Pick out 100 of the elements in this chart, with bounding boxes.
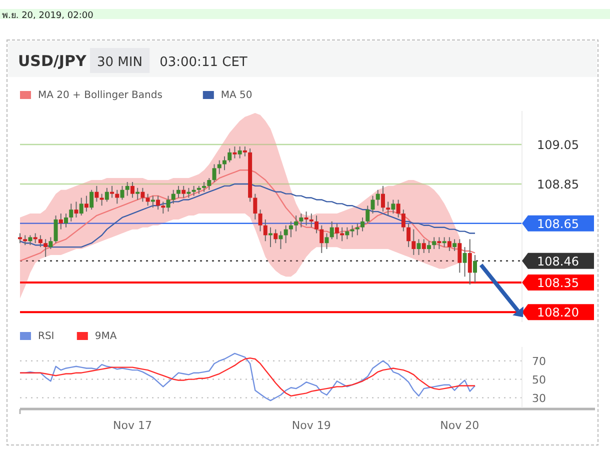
candlestick xyxy=(253,193,258,220)
candlestick xyxy=(242,146,247,157)
candlestick xyxy=(406,222,411,248)
candlestick xyxy=(64,213,68,228)
candlestick xyxy=(150,195,155,208)
candlestick xyxy=(462,246,467,278)
candlestick xyxy=(217,160,222,175)
y-tick-label: 108.20 xyxy=(537,306,579,320)
line-series xyxy=(19,183,476,248)
candlestick xyxy=(18,232,22,244)
legend-label: MA 20 + Bollinger Bands xyxy=(38,90,162,101)
candlestick xyxy=(192,185,196,196)
candlestick xyxy=(74,201,78,218)
candlestick xyxy=(412,228,416,256)
y-tick-label: 108.85 xyxy=(537,177,579,192)
candlestick xyxy=(432,236,436,250)
y-tick-label: 109.05 xyxy=(537,138,579,152)
candlestick xyxy=(136,187,140,200)
legend-label: 9MA xyxy=(94,331,117,342)
x-tick-label: Nov 17 xyxy=(112,419,152,432)
candlestick xyxy=(207,178,212,190)
candlestick xyxy=(278,230,283,250)
candlestick xyxy=(447,236,452,252)
candlestick xyxy=(110,185,114,198)
candlestick xyxy=(161,201,166,214)
candlestick xyxy=(263,218,268,242)
candlestick xyxy=(334,222,339,240)
candlestick xyxy=(416,238,421,256)
candlestick xyxy=(228,148,232,163)
candlestick xyxy=(350,224,354,238)
candlestick xyxy=(58,213,63,230)
x-tick-label: Nov 20 xyxy=(440,419,480,432)
candlestick xyxy=(304,211,308,226)
candlestick xyxy=(468,238,472,286)
candlestick xyxy=(473,254,477,284)
text: พ.ย. 20, 2019, 02:00 xyxy=(2,11,94,21)
candlestick xyxy=(130,181,134,198)
line-series xyxy=(19,170,476,262)
candlestick xyxy=(176,185,180,198)
chart-subtitle: 30 MIN xyxy=(97,55,142,70)
candlestick xyxy=(355,222,360,236)
candlestick xyxy=(396,199,400,218)
candlestick xyxy=(54,215,58,244)
candlestick xyxy=(309,213,314,228)
candlestick xyxy=(314,215,319,234)
y-tick-label: 50 xyxy=(532,373,546,386)
candlestick xyxy=(156,195,160,210)
candlestick xyxy=(186,187,191,198)
candlestick xyxy=(125,181,130,196)
legend-label: MA 50 xyxy=(220,90,252,101)
candlestick xyxy=(370,195,375,214)
y-tick-label: 108.65 xyxy=(537,216,579,231)
text: 03:00:11 CET xyxy=(160,55,248,70)
candlestick xyxy=(33,232,38,244)
candlestick xyxy=(452,238,457,252)
candlestick xyxy=(140,187,145,202)
candlestick xyxy=(166,195,170,212)
candlestick xyxy=(84,195,88,212)
candlestick xyxy=(171,189,176,204)
legend-label: RSI xyxy=(38,331,54,342)
candlestick xyxy=(69,203,74,222)
candlestick xyxy=(437,236,442,250)
candlestick xyxy=(232,146,237,159)
candlestick xyxy=(401,209,406,232)
candlestick xyxy=(115,189,120,204)
y-tick-label: 70 xyxy=(532,354,546,368)
candlestick xyxy=(238,146,242,159)
candlestick xyxy=(422,238,426,254)
candlestick xyxy=(294,215,298,232)
candlestick xyxy=(182,185,186,198)
candlestick xyxy=(44,238,48,258)
chart-title: USD/JPY xyxy=(18,52,88,70)
candlestick xyxy=(330,220,334,240)
candlestick xyxy=(48,236,53,250)
candlestick xyxy=(376,189,380,206)
candlestick xyxy=(79,197,84,216)
candlestick xyxy=(324,232,329,250)
y-tick-label: 108.46 xyxy=(537,254,579,268)
x-tick-label: Nov 19 xyxy=(292,419,331,432)
candlestick xyxy=(299,213,304,228)
candlestick xyxy=(120,185,124,200)
candlestick xyxy=(320,224,324,254)
candlestick xyxy=(90,189,94,210)
y-tick-label: 108.35 xyxy=(537,276,579,290)
candlestick xyxy=(94,185,99,202)
candlestick xyxy=(284,224,288,244)
candlestick xyxy=(426,240,431,254)
candlestick xyxy=(23,234,28,246)
candlestick xyxy=(104,187,109,202)
candlestick xyxy=(442,236,446,248)
candlestick xyxy=(38,234,42,248)
candlestick xyxy=(380,185,385,212)
candlestick xyxy=(288,220,293,238)
candlestick xyxy=(386,201,390,216)
y-tick-label: 30 xyxy=(532,392,546,405)
candlestick xyxy=(212,164,216,182)
candlestick xyxy=(258,209,262,232)
candlestick xyxy=(366,205,370,224)
candlestick xyxy=(202,181,206,192)
candlestick xyxy=(360,216,365,232)
